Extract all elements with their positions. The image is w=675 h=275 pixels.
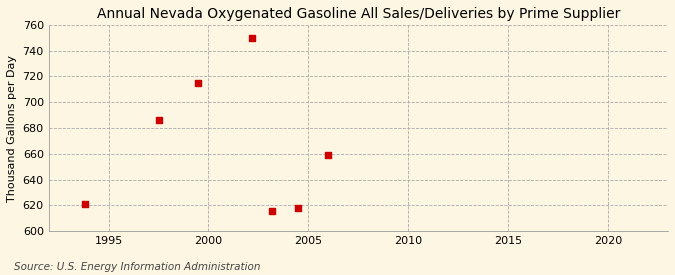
- Point: [153, 118, 164, 122]
- Point: [247, 35, 258, 40]
- Point: [293, 206, 304, 210]
- Text: Source: U.S. Energy Information Administration: Source: U.S. Energy Information Administ…: [14, 262, 260, 272]
- Point: [323, 153, 333, 157]
- Title: Annual Nevada Oxygenated Gasoline All Sales/Deliveries by Prime Supplier: Annual Nevada Oxygenated Gasoline All Sa…: [97, 7, 620, 21]
- Point: [79, 202, 90, 206]
- Y-axis label: Thousand Gallons per Day: Thousand Gallons per Day: [7, 54, 17, 202]
- Point: [267, 208, 278, 213]
- Point: [193, 81, 204, 85]
